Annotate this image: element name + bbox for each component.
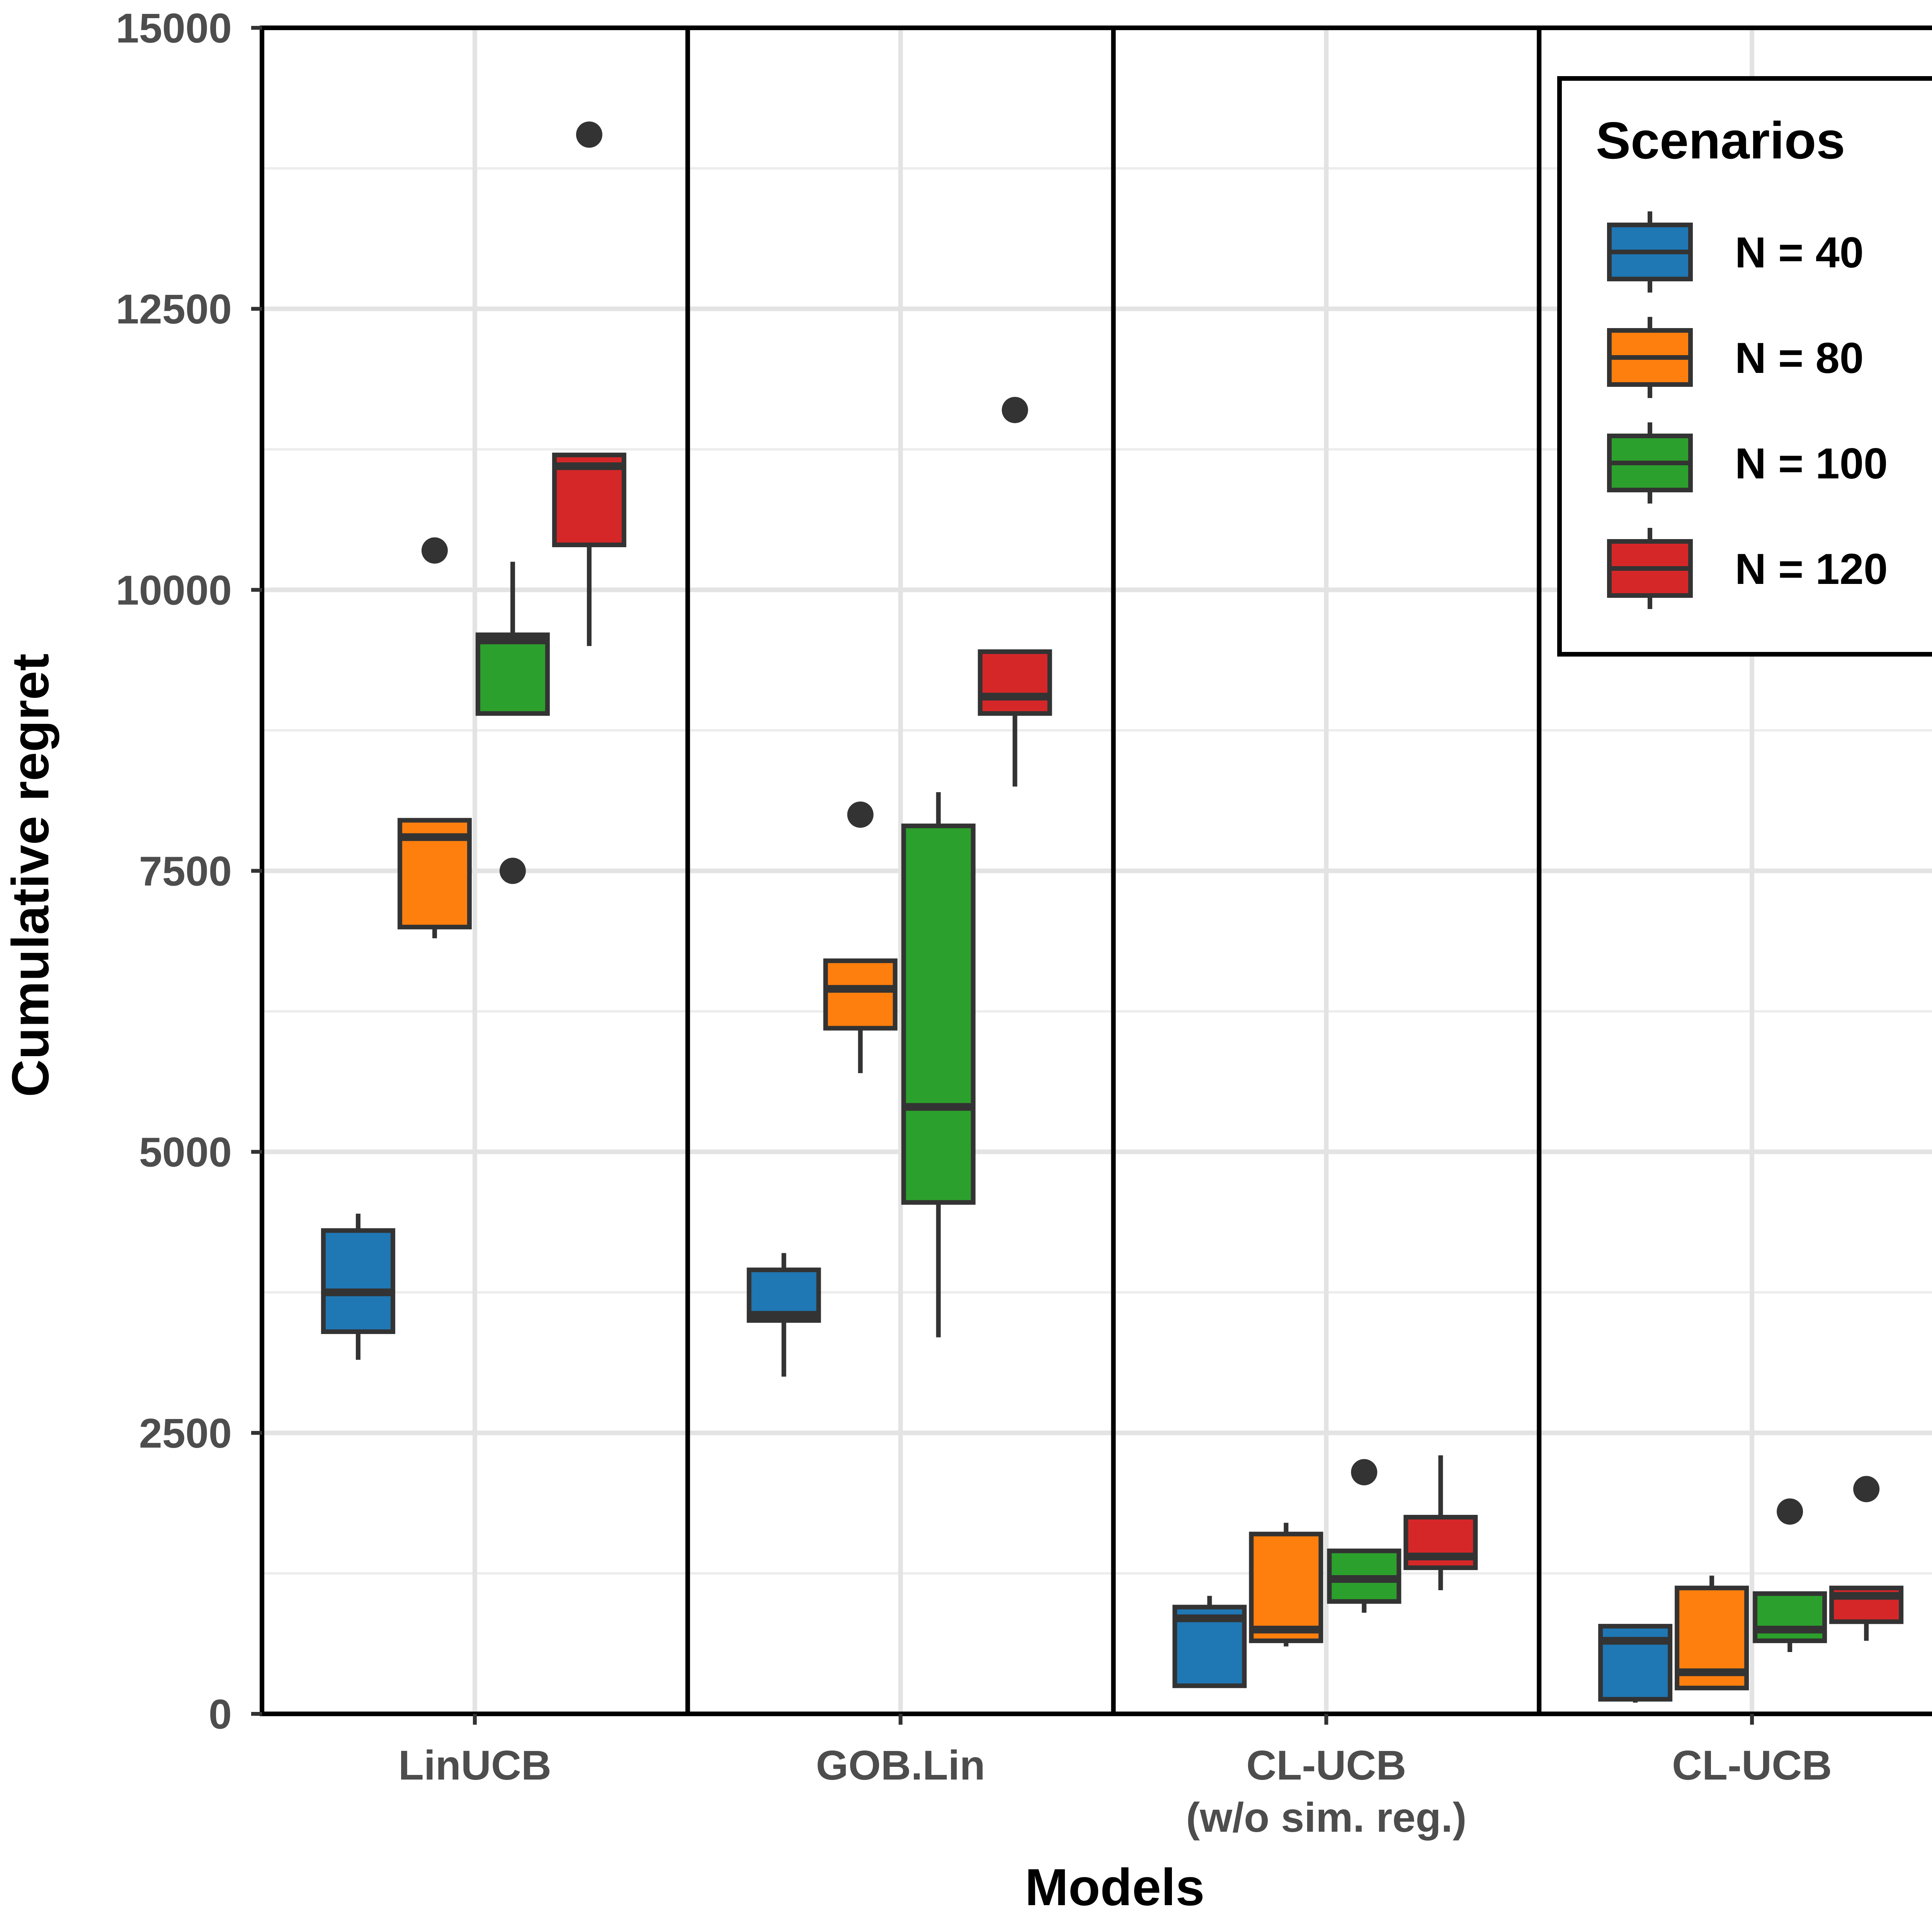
outlier-point xyxy=(421,537,448,564)
box-group xyxy=(1249,1523,1323,1647)
box-group xyxy=(1327,1459,1401,1613)
box xyxy=(1249,1531,1323,1643)
outlier-point xyxy=(576,121,602,148)
box-group xyxy=(475,561,550,884)
box-group xyxy=(901,792,976,1337)
outlier-point xyxy=(1351,1459,1378,1485)
box-group xyxy=(1598,1624,1673,1703)
legend-entry: N = 80 xyxy=(1607,317,1864,398)
box-group xyxy=(1172,1596,1247,1688)
box-group xyxy=(1675,1576,1749,1691)
box-group xyxy=(552,121,626,646)
y-tick-label: 2500 xyxy=(139,1410,232,1456)
box xyxy=(823,958,898,1031)
y-tick-label: 10000 xyxy=(116,567,232,613)
box-group xyxy=(397,537,472,939)
legend-title: Scenarios xyxy=(1596,111,1845,170)
y-axis-title: Cumulative regret xyxy=(1,653,60,1097)
legend: Scenarios N = 40 N = 80 N = 100 N = 120 xyxy=(1557,76,1932,657)
boxes xyxy=(321,121,1904,1703)
x-tick-label: (w/o sim. reg.) xyxy=(1186,1794,1466,1841)
outlier-point xyxy=(1777,1498,1803,1525)
outlier-point xyxy=(1002,396,1028,423)
box xyxy=(475,632,550,716)
y-tick-label: 15000 xyxy=(116,5,232,51)
x-axis-title: Models xyxy=(1025,1858,1204,1916)
outlier-point xyxy=(847,801,874,828)
box-group xyxy=(1753,1498,1827,1652)
box-group xyxy=(1403,1455,1478,1591)
legend-entry: N = 40 xyxy=(1607,211,1864,293)
x-tick-label: CL-UCB xyxy=(1672,1742,1832,1788)
box-group xyxy=(1829,1476,1904,1641)
x-tick-label: GOB.Lin xyxy=(816,1742,985,1788)
box-group xyxy=(823,801,898,1074)
y-tick-label: 7500 xyxy=(139,848,232,895)
y-tick-label: 12500 xyxy=(116,286,232,332)
y-tick-label: 5000 xyxy=(139,1129,232,1176)
legend-label: N = 80 xyxy=(1735,334,1864,382)
legend-keys: N = 40 N = 80 N = 100 N = 120 xyxy=(1607,211,1888,609)
box-group xyxy=(321,1213,395,1360)
box-group xyxy=(747,1253,821,1377)
y-tick-label: 0 xyxy=(209,1691,232,1737)
legend-label: N = 40 xyxy=(1735,228,1864,277)
x-tick-label: CL-UCB xyxy=(1246,1742,1406,1788)
box xyxy=(321,1228,395,1334)
box-group xyxy=(978,396,1052,787)
legend-entry: N = 120 xyxy=(1607,528,1888,609)
box xyxy=(901,824,976,1205)
box xyxy=(1753,1591,1827,1643)
axes: 0 2500 5000 7500 10000 12500 15000 LinUCB GOB.Li… xyxy=(116,5,1832,1841)
legend-label: N = 100 xyxy=(1735,439,1888,488)
x-tick-label: LinUCB xyxy=(398,1742,551,1788)
legend-entry: N = 100 xyxy=(1607,422,1888,504)
box xyxy=(978,649,1052,716)
outlier-point xyxy=(499,858,526,884)
outlier-point xyxy=(1853,1476,1880,1502)
legend-label: N = 120 xyxy=(1735,545,1888,593)
